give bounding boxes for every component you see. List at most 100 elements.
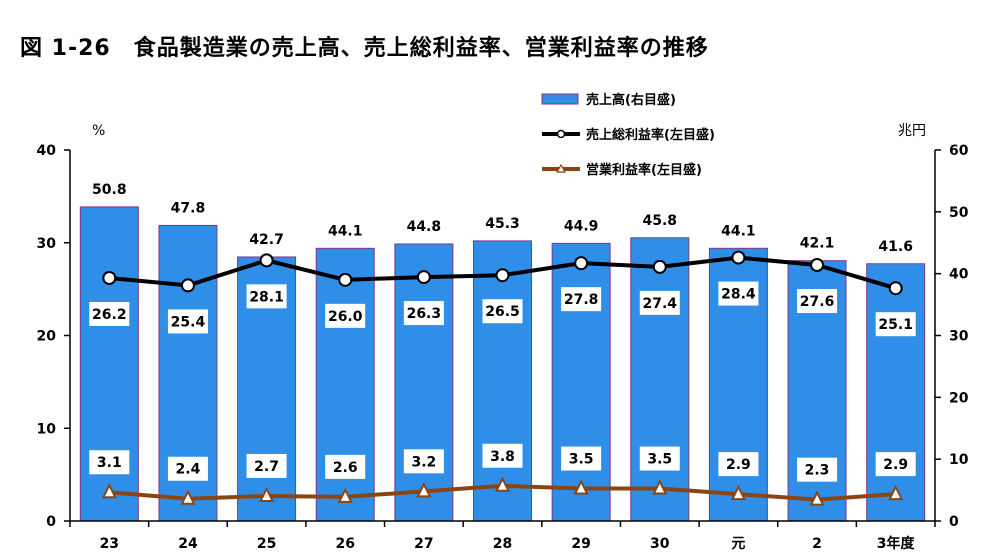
operating-margin-point: [573, 479, 589, 495]
operating-margin-value-label-box: [167, 456, 208, 481]
operating-margin-value-label: 2.6: [333, 460, 358, 476]
right-tick-label: 0: [949, 514, 959, 530]
left-tick-label: 40: [37, 143, 57, 159]
operating-margin-point: [101, 483, 117, 499]
gross-margin-point: [731, 250, 746, 265]
gross-margin-value-label-box: [561, 287, 602, 312]
bar: [866, 263, 926, 522]
gross-margin-value-label: 27.8: [564, 292, 599, 308]
bar: [394, 243, 454, 522]
left-axis-unit: %: [92, 123, 105, 139]
x-tick-label: 26: [335, 536, 354, 552]
chart-title: 図 1-26 食品製造業の売上高、売上総利益率、営業利益率の推移: [20, 36, 709, 61]
bar-value-label: 42.1: [800, 236, 835, 252]
gross-margin-value-label-box: [875, 312, 916, 337]
x-tick-label: 2: [812, 536, 822, 552]
legend-label: 売上高(右目盛): [586, 92, 676, 108]
bar-value-label: 45.8: [642, 213, 677, 229]
operating-margin-value-label: 2.3: [805, 463, 830, 479]
right-tick-label: 40: [949, 267, 969, 283]
gross-margin-value-label: 28.1: [249, 289, 284, 305]
operating-margin-point: [888, 484, 904, 501]
gross-margin-value-label-box: [718, 281, 759, 306]
right-tick-label: 30: [949, 329, 969, 345]
x-tick-label: 元: [731, 536, 745, 552]
left-tick-label: 10: [37, 421, 57, 437]
bar: [315, 247, 375, 522]
operating-margin-value-label: 3.5: [569, 452, 594, 468]
gross-margin-value-label: 26.3: [407, 306, 442, 322]
gross-margin-point: [495, 268, 510, 283]
operating-margin-point: [258, 486, 275, 502]
legend-label: 営業利益率(左目盛): [586, 162, 702, 178]
gross-margin-value-label: 27.4: [642, 296, 677, 312]
x-tick-label: 23: [100, 536, 119, 552]
gross-margin-value-label-box: [639, 290, 680, 315]
right-tick-label: 60: [949, 143, 969, 159]
operating-margin-point: [180, 489, 196, 505]
gross-margin-value-label-box: [325, 303, 366, 328]
operating-margin-value-label-box: [325, 454, 366, 479]
operating-margin-value-label-box: [718, 452, 759, 477]
operating-margin-point: [416, 482, 432, 498]
left-tick-label: 20: [37, 329, 57, 345]
operating-margin-value-label: 3.1: [97, 455, 122, 471]
left-tick-label: 0: [46, 514, 56, 530]
legend-swatch-gross-marker: [556, 129, 566, 139]
gross-margin-point: [338, 272, 353, 287]
operating-margin-point: [809, 490, 825, 506]
gross-margin-value-label: 26.2: [92, 307, 127, 323]
operating-margin-value-label-box: [89, 450, 130, 475]
gross-margin-value-label-box: [797, 289, 838, 314]
bar-value-label: 44.8: [407, 219, 442, 235]
gross-margin-point: [888, 281, 903, 296]
operating-margin-value-label: 3.5: [647, 452, 672, 468]
gross-margin-value-label: 26.5: [485, 304, 520, 320]
right-tick-label: 50: [949, 205, 969, 221]
bar: [630, 237, 690, 522]
axes-layer: 0 10 20 30 40 0 10 20 30 40 50 60 23 24 25 26 27 28 29 30 元 2…: [37, 123, 969, 552]
x-tick-label: 30: [650, 536, 670, 552]
operating-margin-value-label: 2.9: [726, 457, 751, 473]
gross-margin-value-label: 28.4: [721, 287, 756, 303]
bar-value-label: 47.8: [171, 200, 206, 216]
x-tick-label: 29: [571, 536, 590, 552]
operating-margin-value-label-box: [797, 457, 838, 482]
bar-value-label: 45.3: [485, 216, 520, 232]
bar-value-label: 50.8: [92, 182, 127, 198]
operating-margin-value-label: 3.8: [490, 449, 515, 465]
operating-margin-value-label: 2.9: [883, 457, 908, 473]
bar-value-label: 41.6: [878, 239, 913, 255]
gross-margin-point: [810, 258, 825, 273]
right-tick-label: 10: [949, 452, 969, 468]
gross-margin-value-label: 27.6: [800, 294, 835, 310]
legend: 売上高(右目盛) 売上総利益率(左目盛) 営業利益率(左目盛): [541, 92, 715, 178]
operating-margin-point: [730, 484, 747, 501]
x-tick-label: 24: [178, 536, 198, 552]
operating-margin-value-label: 3.2: [411, 454, 436, 470]
bar-value-label: 42.7: [249, 232, 284, 248]
operating-margin-point: [494, 476, 511, 492]
gross-margin-value-label: 25.1: [878, 317, 913, 333]
legend-swatch-operating-marker: [555, 163, 567, 173]
gross-margin-value-label-box: [89, 301, 130, 326]
gross-margin-point: [652, 259, 667, 274]
bar-value-label: 44.9: [564, 218, 599, 234]
gross-margin-point: [416, 270, 431, 285]
bar-value-label: 44.1: [328, 223, 363, 239]
gross-margin-point: [574, 256, 589, 271]
gross-margin-value-label-box: [403, 301, 444, 326]
operating-margin-value-label: 2.7: [254, 459, 279, 475]
operating-margin-point: [337, 487, 353, 503]
gross-margin-value-label-box: [246, 284, 287, 309]
legend-swatch-bar: [541, 93, 579, 105]
right-tick-label: 20: [949, 390, 969, 406]
gross-margin-value-label: 26.0: [328, 309, 363, 325]
labels-layer: 50.8 47.8 42.7 44.1 44.8 45.3 44.9 45.8 44.1 42.1…: [89, 182, 916, 482]
x-tick-label: 3年度: [877, 535, 916, 552]
right-axis-unit: 兆円: [898, 123, 926, 139]
operating-margin-value-label: 2.4: [176, 462, 201, 478]
x-tick-label: 28: [493, 536, 512, 552]
gross-margin-value-label: 25.4: [171, 314, 206, 330]
